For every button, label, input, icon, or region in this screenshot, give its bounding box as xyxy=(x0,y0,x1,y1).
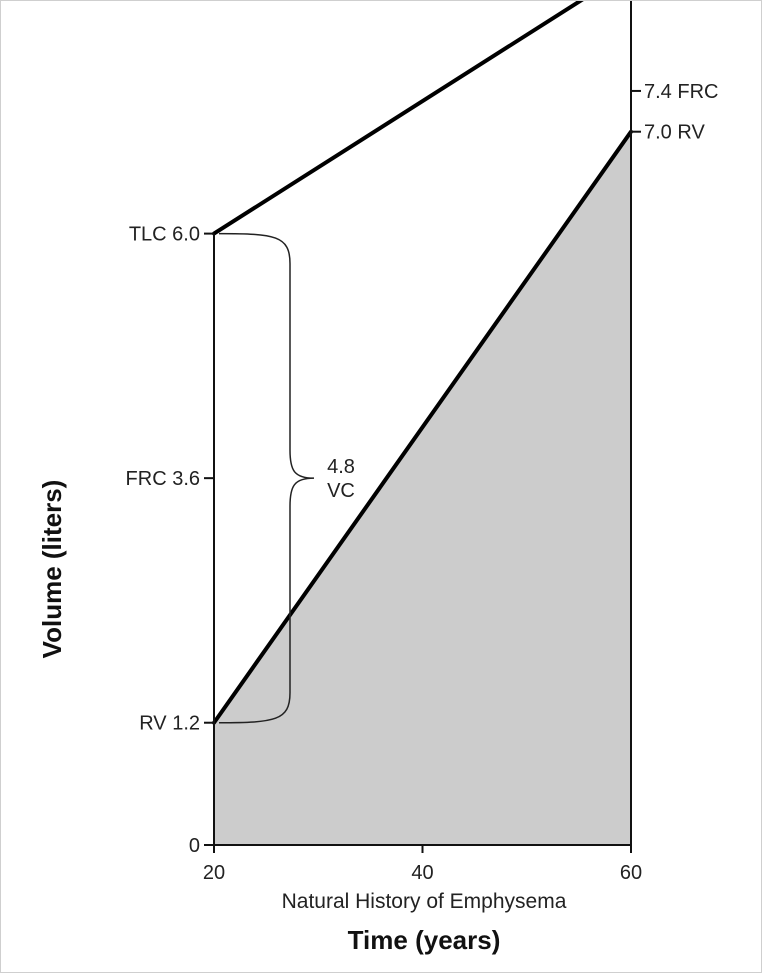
x-tick-label: 60 xyxy=(620,862,642,884)
right-tick-label: 7.4 FRC xyxy=(644,81,718,103)
x-tick-label: 20 xyxy=(203,862,225,884)
left-tick-label: TLC 6.0 xyxy=(129,224,200,246)
x-axis-title: Time (years) xyxy=(348,925,501,955)
left-tick-label: 0 xyxy=(189,835,200,857)
vc-brace xyxy=(218,232,315,724)
vc-value-label: 4.8 xyxy=(327,456,355,478)
rv-shaded-area xyxy=(214,131,631,845)
right-tick-label: 7.0 RV xyxy=(644,122,705,144)
x-tick-label: 40 xyxy=(411,862,433,884)
rv-line xyxy=(212,129,633,725)
chart-subtitle: Natural History of Emphysema xyxy=(282,890,567,913)
tlc-line xyxy=(212,1,584,236)
left-tick-label: RV 1.2 xyxy=(139,713,200,735)
y-axis-title: Volume (liters) xyxy=(37,480,67,659)
vc-name-label: VC xyxy=(327,480,355,502)
left-tick-label: FRC 3.6 xyxy=(126,468,200,490)
